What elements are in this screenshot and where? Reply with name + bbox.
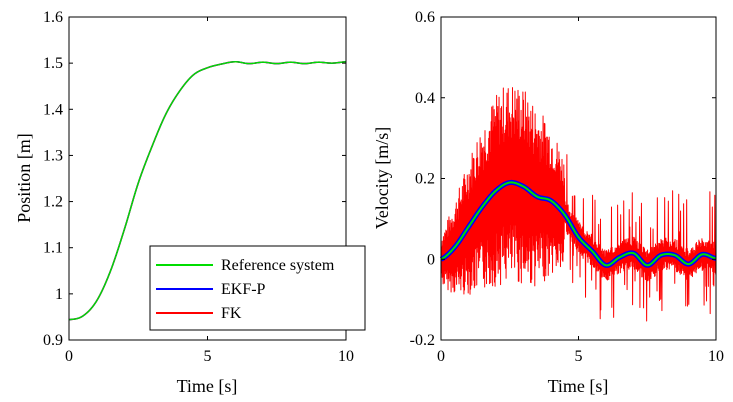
velocity-plot-lines <box>439 87 718 322</box>
y-tick-label: -0.2 <box>410 332 435 349</box>
y-tick-label: 0.4 <box>415 90 435 107</box>
series-line-reference-system <box>440 181 717 267</box>
y-tick-label: 1.1 <box>43 240 63 257</box>
velocity-chart: 0 5 10-0.200.20.40.6 Time [s] Velocity [m/… <box>372 9 724 396</box>
velocity-ticks: 0 5 10-0.200.20.40.6 <box>410 9 724 365</box>
legend-label-fk: FK <box>221 305 242 322</box>
legend-label-ekf: EKF-P <box>221 281 266 298</box>
velocity-x-label: Time [s] <box>548 376 609 396</box>
y-tick-label: 0 <box>427 251 435 268</box>
position-x-label: Time [s] <box>177 376 238 396</box>
series-line-reference-system <box>68 61 347 321</box>
series-line-fk <box>440 87 717 322</box>
x-tick-label: 5 <box>204 348 212 365</box>
y-tick-label: 0.6 <box>415 9 435 26</box>
x-tick-label: 5 <box>575 348 583 365</box>
y-tick-label: 0.9 <box>43 332 63 349</box>
y-tick-label: 1.2 <box>43 194 63 211</box>
legend-label-reference: Reference system <box>221 257 335 274</box>
legend: Reference system EKF-P FK <box>149 245 366 331</box>
y-tick-label: 1.3 <box>43 147 63 164</box>
position-y-label: Position [m] <box>14 133 34 223</box>
position-chart: 0 5 10 0.9 1 1.1 1.2 1.3 1.4 1.5 1.6 Time [s] Posi… <box>14 9 366 396</box>
y-tick-label: 0.2 <box>415 171 435 188</box>
x-tick-label: 10 <box>708 348 724 365</box>
y-tick-label: 1.6 <box>43 9 63 26</box>
position-plot-lines <box>68 60 347 321</box>
x-tick-label: 0 <box>65 348 73 365</box>
x-tick-label: 0 <box>437 348 445 365</box>
y-tick-label: 1.4 <box>43 101 63 118</box>
x-tick-label: 10 <box>338 348 354 365</box>
position-ticks: 0 5 10 0.9 1 1.1 1.2 1.3 1.4 1.5 1.6 <box>43 9 354 365</box>
y-tick-label: 1.5 <box>43 55 63 72</box>
y-tick-label: 1 <box>55 286 63 303</box>
velocity-y-label: Velocity [m/s] <box>372 127 392 229</box>
